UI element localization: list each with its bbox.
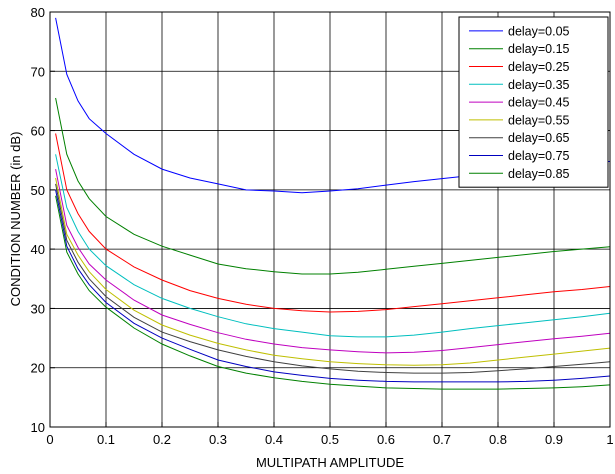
legend-label: delay=0.75 (508, 149, 570, 163)
y-axis-title: CONDITION NUMBER (in dB) (8, 132, 23, 307)
x-tick-label: 1 (606, 432, 613, 447)
x-tick-label: 0.3 (209, 432, 227, 447)
x-tick-label: 0.9 (545, 432, 563, 447)
y-tick-label: 70 (31, 64, 45, 79)
x-tick-label: 0.6 (377, 432, 395, 447)
y-tick-label: 60 (31, 124, 45, 139)
series-line (55, 169, 611, 354)
legend: delay=0.05 delay=0.15 delay=0.25 delay=0.35… (458, 16, 609, 188)
series-line (55, 97, 611, 275)
x-tick-label: 0 (46, 432, 53, 447)
series-lines (55, 17, 611, 390)
series-line (55, 133, 611, 313)
series-line (55, 189, 611, 383)
legend-label: delay=0.45 (508, 96, 570, 110)
x-tick-label: 0.4 (265, 432, 283, 447)
legend-label: delay=0.85 (508, 167, 570, 181)
x-tick-label: 0.8 (489, 432, 507, 447)
legend-label: delay=0.65 (508, 131, 570, 145)
legend-label: delay=0.55 (508, 113, 570, 127)
legend-label: delay=0.35 (508, 78, 570, 92)
x-tick-label: 0.1 (97, 432, 115, 447)
y-tick-label: 50 (31, 183, 45, 198)
legend-label: delay=0.25 (508, 60, 570, 74)
series-line (55, 195, 611, 390)
x-tick-label: 0.7 (433, 432, 451, 447)
legend-label: delay=0.05 (508, 24, 570, 38)
y-tick-label: 20 (31, 361, 45, 376)
y-tick-label: 10 (31, 420, 45, 435)
axis-ticks: 0 0.1 0.2 0.3 0.4 0.5 0.6 0.7 0.8 0.9 1 10 20 30 40 50 6… (31, 5, 614, 447)
y-tick-label: 80 (31, 5, 45, 20)
series-line (55, 177, 611, 366)
x-tick-label: 0.5 (321, 432, 339, 447)
series-line (55, 154, 611, 338)
y-tick-label: 30 (31, 301, 45, 316)
y-tick-label: 40 (31, 242, 45, 257)
legend-label: delay=0.15 (508, 42, 570, 56)
series-line (55, 183, 611, 374)
x-tick-label: 0.2 (153, 432, 171, 447)
x-axis-title: MULTIPATH AMPLITUDE (256, 455, 404, 470)
